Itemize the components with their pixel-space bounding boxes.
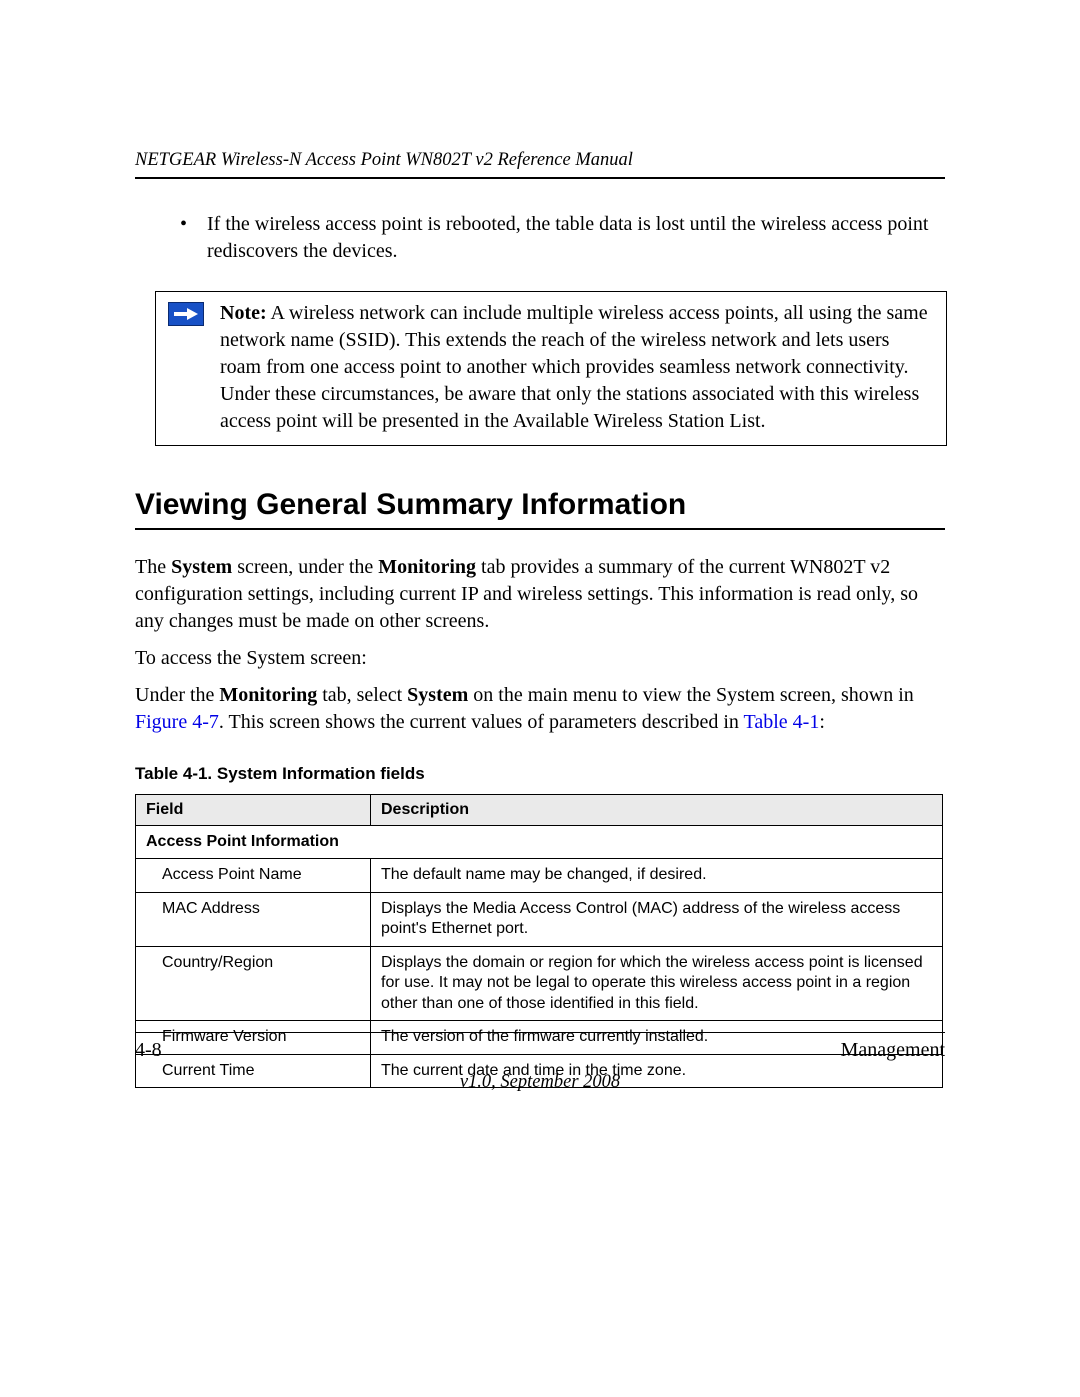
footer-rule [135,1032,945,1033]
note-body: A wireless network can include multiple … [220,302,928,432]
table-link[interactable]: Table 4-1 [744,711,820,733]
paragraph-2: To access the System screen: [135,645,945,672]
table-row: Access Point Name The default name may b… [136,859,943,892]
desc-cell: Displays the domain or region for which … [371,946,943,1020]
table-caption: Table 4-1. System Information fields [135,764,945,784]
bullet-text: If the wireless access point is rebooted… [207,211,945,265]
page-footer: 4-8 Management v1.0, September 2008 [135,1032,945,1093]
table-header-row: Field Description [136,795,943,826]
field-cell: Access Point Name [136,859,371,892]
section-heading: Viewing General Summary Information [135,488,945,522]
note-text: Note: A wireless network can include mul… [216,292,946,445]
footer-chapter: Management [841,1039,945,1062]
table-section-label: Access Point Information [136,826,943,859]
field-cell: MAC Address [136,892,371,946]
note-box: Note: A wireless network can include mul… [155,291,947,446]
footer-page-number: 4-8 [135,1039,162,1062]
table-row: Country/Region Displays the domain or re… [136,946,943,1020]
table-row: MAC Address Displays the Media Access Co… [136,892,943,946]
bullet-marker: • [180,211,187,265]
note-label: Note: [220,302,267,324]
bullet-item: • If the wireless access point is reboot… [180,211,945,265]
paragraph-1: The System screen, under the Monitoring … [135,554,945,635]
heading-rule [135,528,945,530]
paragraph-3: Under the Monitoring tab, select System … [135,682,945,736]
desc-cell: Displays the Media Access Control (MAC) … [371,892,943,946]
col-description: Description [371,795,943,826]
footer-version: v1.0, September 2008 [135,1072,945,1093]
header-rule [135,177,945,179]
figure-link[interactable]: Figure 4-7 [135,711,219,733]
running-header: NETGEAR Wireless-N Access Point WN802T v… [135,150,945,177]
table-section-row: Access Point Information [136,826,943,859]
field-cell: Country/Region [136,946,371,1020]
note-arrow-icon [168,302,204,326]
desc-cell: The default name may be changed, if desi… [371,859,943,892]
col-field: Field [136,795,371,826]
